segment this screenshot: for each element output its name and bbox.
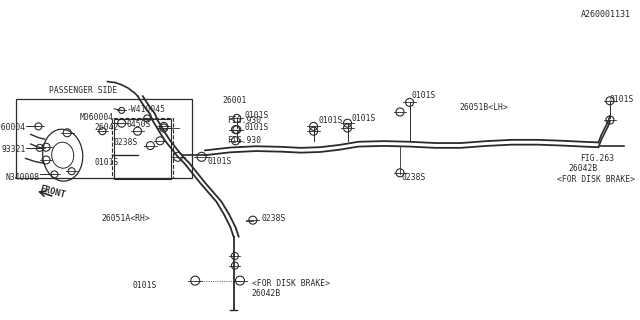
Text: 0101S: 0101S	[319, 116, 343, 125]
Text: M060004: M060004	[80, 113, 114, 122]
Text: 0101S: 0101S	[94, 158, 118, 167]
Text: 0101S: 0101S	[352, 114, 376, 123]
Bar	[112, 118, 173, 178]
Text: 93321: 93321	[1, 145, 26, 154]
Text: 0101S: 0101S	[207, 157, 232, 166]
Text: <FOR DISK BRAKE>: <FOR DISK BRAKE>	[557, 175, 635, 184]
Text: 26001: 26001	[223, 96, 247, 105]
Text: 26051A<RH>: 26051A<RH>	[101, 214, 150, 223]
Text: 26042B: 26042B	[252, 289, 281, 298]
Bar	[114, 119, 171, 179]
Bar	[16, 99, 192, 178]
Text: -W410045: -W410045	[127, 105, 166, 114]
Text: 0101S: 0101S	[244, 111, 269, 120]
Text: N340008: N340008	[6, 173, 40, 182]
Text: A260001131: A260001131	[580, 10, 630, 19]
Text: FIG.930: FIG.930	[227, 136, 261, 145]
Text: PASSENGER SIDE: PASSENGER SIDE	[49, 86, 117, 95]
Text: 0238S: 0238S	[402, 173, 426, 182]
Text: FIG.263: FIG.263	[580, 154, 614, 163]
Text: 0238S: 0238S	[113, 138, 138, 147]
Text: <FOR DISK BRAKE>: <FOR DISK BRAKE>	[252, 279, 330, 288]
Text: FRONT: FRONT	[38, 184, 67, 200]
Text: M060004: M060004	[0, 124, 26, 132]
Text: 0238S: 0238S	[261, 214, 285, 223]
Text: 0101S: 0101S	[132, 281, 157, 290]
Text: 26042B: 26042B	[568, 164, 598, 173]
Text: FIG.930: FIG.930	[227, 116, 261, 125]
Text: 0101S: 0101S	[412, 91, 436, 100]
Text: 0101S: 0101S	[610, 95, 634, 104]
Text: 0101S: 0101S	[244, 124, 269, 132]
Text: 26042: 26042	[94, 124, 118, 132]
Text: 0450S: 0450S	[126, 120, 150, 129]
Text: 26051B<LH>: 26051B<LH>	[460, 103, 508, 112]
